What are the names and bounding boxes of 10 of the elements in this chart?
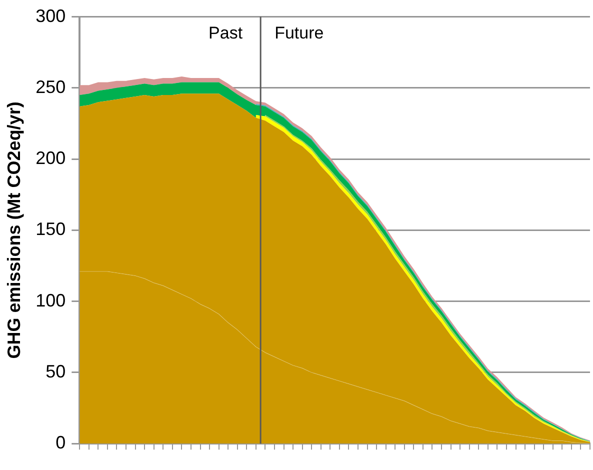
y-tick-label: 100: [36, 290, 66, 310]
y-tick-label: 300: [36, 6, 66, 26]
annotation: Future: [274, 23, 324, 42]
y-tick-label: 150: [36, 219, 66, 240]
y-tick-label: 200: [36, 148, 66, 168]
y-axis-title: GHG emissions (Mt CO2eq/yr): [4, 102, 24, 359]
y-tick-label: 0: [56, 432, 66, 453]
y-tick-label: 50: [46, 361, 66, 382]
y-tick-label: 250: [36, 76, 66, 97]
annotation: Past: [208, 23, 243, 42]
